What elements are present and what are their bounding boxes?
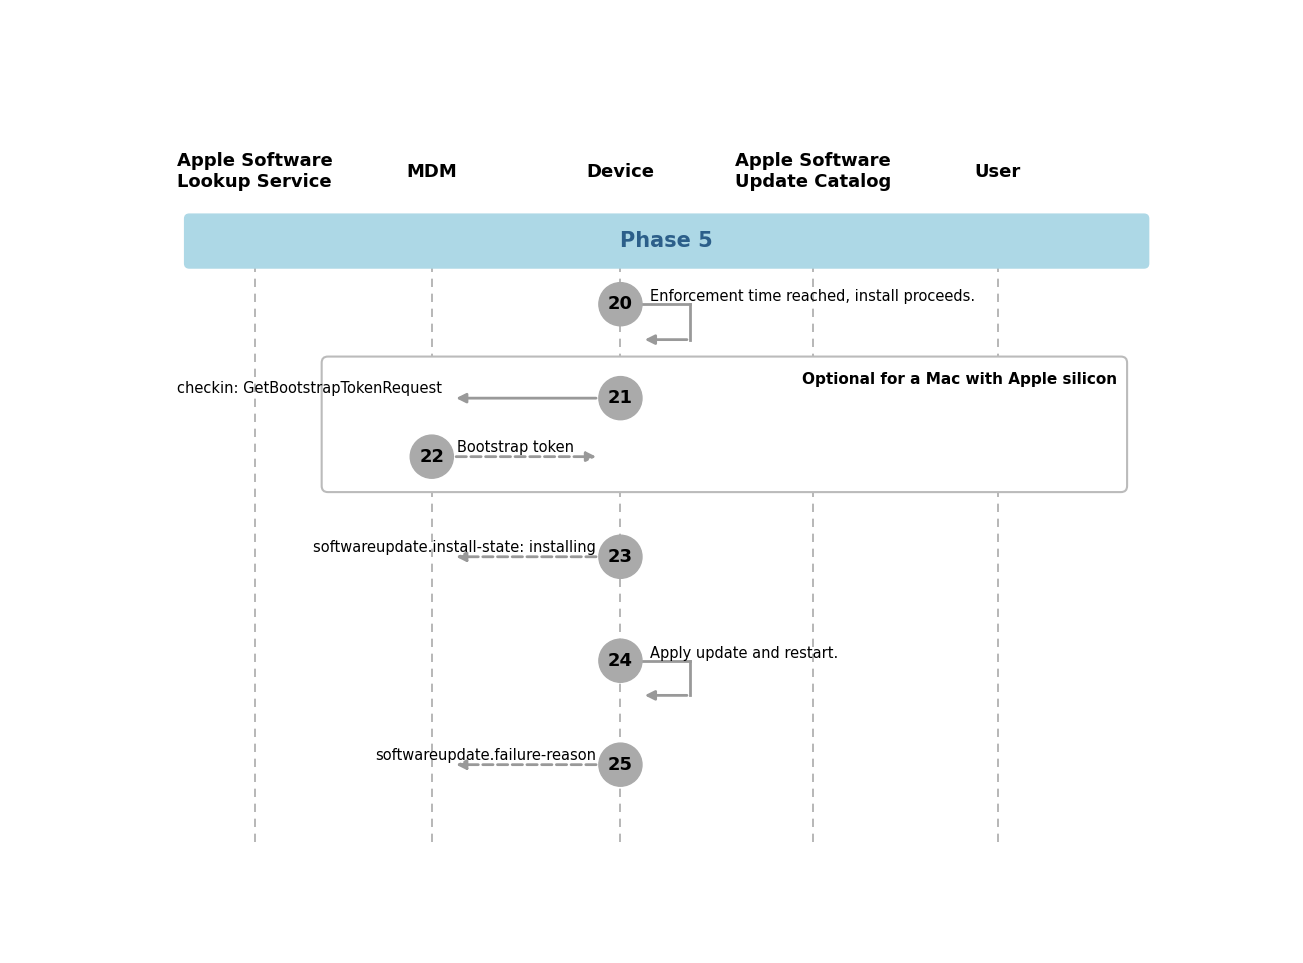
FancyBboxPatch shape — [322, 356, 1127, 492]
Text: softwareupdate.failure-reason: softwareupdate.failure-reason — [375, 748, 595, 763]
Circle shape — [599, 535, 642, 579]
Text: User: User — [975, 163, 1020, 181]
Text: Bootstrap token: Bootstrap token — [457, 440, 575, 455]
Circle shape — [599, 283, 642, 325]
Text: 22: 22 — [420, 448, 444, 466]
Text: 20: 20 — [609, 296, 633, 313]
Text: 25: 25 — [609, 756, 633, 773]
Text: Enforcement time reached, install proceeds.: Enforcement time reached, install procee… — [650, 289, 975, 304]
Circle shape — [599, 639, 642, 682]
Text: checkin: GetBootstrapTokenRequest: checkin: GetBootstrapTokenRequest — [177, 381, 442, 397]
Text: Phase 5: Phase 5 — [620, 231, 713, 251]
Text: 23: 23 — [609, 548, 633, 566]
Text: Optional for a Mac with Apple silicon: Optional for a Mac with Apple silicon — [801, 372, 1117, 387]
Circle shape — [599, 377, 642, 420]
Circle shape — [599, 743, 642, 786]
Text: 21: 21 — [609, 389, 633, 407]
Text: softwareupdate.install-state: installing: softwareupdate.install-state: installing — [313, 540, 595, 555]
FancyBboxPatch shape — [185, 214, 1149, 268]
Text: Device: Device — [586, 163, 654, 181]
Text: MDM: MDM — [407, 163, 457, 181]
Text: 24: 24 — [609, 652, 633, 669]
Circle shape — [410, 435, 453, 479]
Text: Apply update and restart.: Apply update and restart. — [650, 645, 838, 661]
Text: Apple Software
Lookup Service: Apple Software Lookup Service — [177, 152, 332, 192]
Text: Apple Software
Update Catalog: Apple Software Update Catalog — [735, 152, 891, 192]
